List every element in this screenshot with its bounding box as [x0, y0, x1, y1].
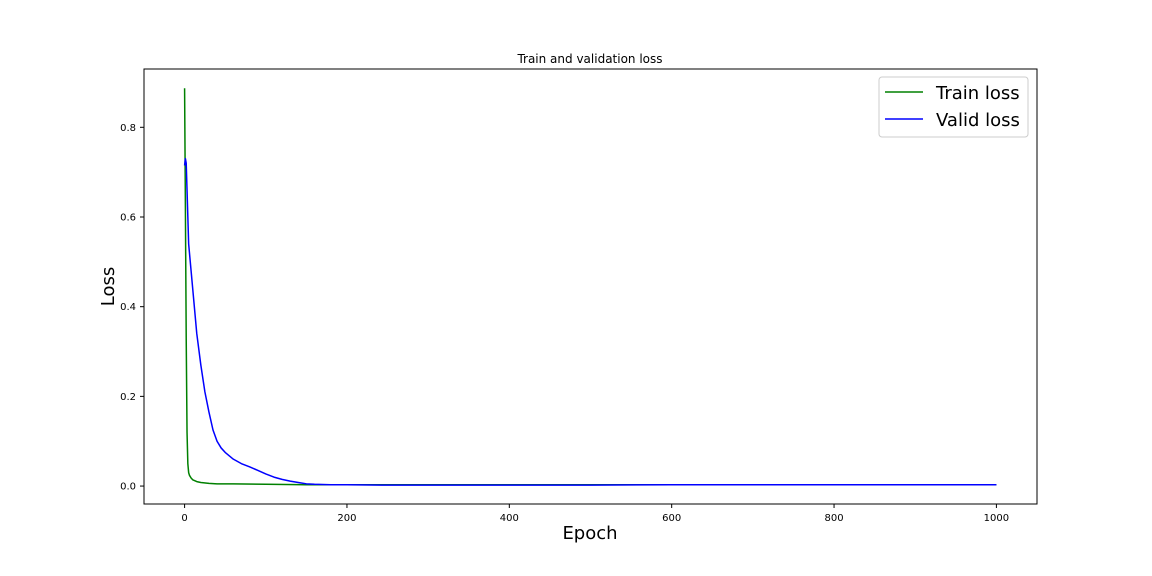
legend: Train loss Valid loss	[878, 76, 1029, 138]
y-tick-label: 0.0	[120, 482, 136, 493]
y-tick-label: 0.6	[120, 212, 136, 223]
y-tick-label: 0.2	[120, 392, 136, 403]
plot-frame	[143, 68, 1038, 505]
chart-title: Train and validation loss	[516, 52, 662, 66]
legend-label-valid-loss: Valid loss	[936, 110, 1020, 131]
x-axis-label: Epoch	[562, 523, 617, 544]
x-tick-label: 800	[824, 513, 843, 524]
y-axis-label: Loss	[98, 267, 119, 306]
legend-label-train-loss: Train loss	[935, 83, 1020, 104]
series-layer	[183, 88, 997, 486]
series-line-valid-loss	[183, 157, 997, 486]
x-tick-label: 1000	[984, 513, 1009, 524]
tick-layer: 0 200 400 600 800 1000 0.0 0.2 0.4 0.6 0.8	[120, 123, 1009, 524]
y-tick-label: 0.4	[120, 302, 136, 313]
y-tick-label: 0.8	[120, 123, 136, 134]
x-tick-label: 200	[337, 513, 356, 524]
x-tick-label: 600	[662, 513, 681, 524]
x-tick-label: 0	[181, 513, 187, 524]
x-tick-label: 400	[500, 513, 519, 524]
